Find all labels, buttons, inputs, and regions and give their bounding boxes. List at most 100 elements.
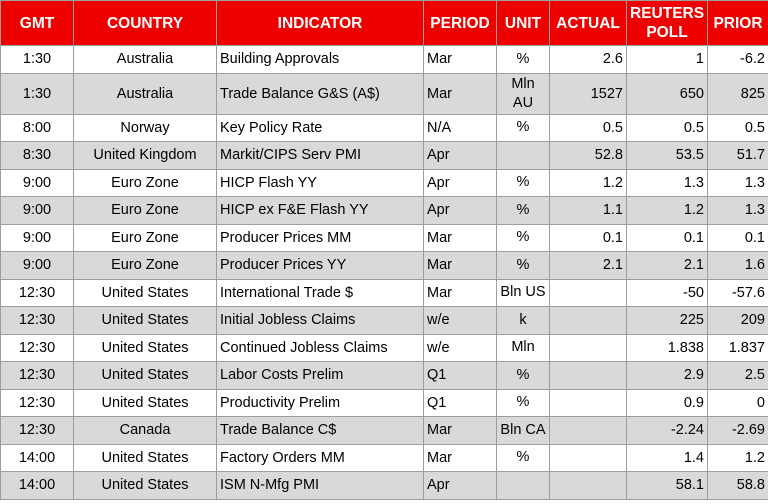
cell-unit: k: [496, 306, 550, 335]
cell-actual: 0.1: [549, 223, 627, 252]
cell-unit: Mln: [496, 333, 550, 362]
cell-country: United States: [73, 306, 217, 335]
cell-prior: 2.5: [707, 361, 768, 390]
cell-unit: %: [496, 388, 550, 417]
table-row: 1:30 Australia Building Approvals Mar% 2.6 1-…: [0, 45, 768, 74]
cell-prior: 825: [707, 72, 768, 115]
table-body: 1:30 Australia Building Approvals Mar% 2.6 1-…: [0, 45, 768, 500]
cell-indicator: ISM N-Mfg PMI: [216, 471, 424, 500]
cell-actual: [549, 306, 627, 335]
cell-period: Mar: [423, 223, 497, 252]
cell-period: w/e: [423, 333, 497, 362]
cell-reuters-poll: 0.5: [626, 113, 708, 142]
table-row: 9:00 Euro Zone Producer Prices MM Mar% 0.1 0.…: [0, 223, 768, 252]
cell-reuters-poll: 2.1: [626, 251, 708, 280]
cell-prior: -57.6: [707, 278, 768, 307]
cell-prior: 0.1: [707, 223, 768, 252]
header-indicator: INDICATOR: [216, 0, 424, 46]
cell-prior: 209: [707, 306, 768, 335]
cell-country: Norway: [73, 113, 217, 142]
cell-period: w/e: [423, 306, 497, 335]
table-row: 14:00 United States ISM N-Mfg PMI Apr 58.1 58…: [0, 471, 768, 500]
cell-indicator: Trade Balance C$: [216, 416, 424, 445]
cell-unit: %: [496, 443, 550, 472]
cell-gmt: 12:30: [0, 361, 74, 390]
cell-country: Canada: [73, 416, 217, 445]
cell-unit: %: [496, 113, 550, 142]
cell-period: Mar: [423, 416, 497, 445]
cell-reuters-poll: 0.1: [626, 223, 708, 252]
cell-gmt: 12:30: [0, 333, 74, 362]
cell-period: Mar: [423, 278, 497, 307]
cell-prior: 0: [707, 388, 768, 417]
cell-gmt: 12:30: [0, 278, 74, 307]
cell-period: Mar: [423, 72, 497, 115]
cell-reuters-poll: 1.4: [626, 443, 708, 472]
table-row: 8:00 Norway Key Policy Rate N/A% 0.5 0.5 0.5: [0, 113, 768, 142]
cell-indicator: Producer Prices YY: [216, 251, 424, 280]
cell-country: Euro Zone: [73, 168, 217, 197]
header-actual: ACTUAL: [549, 0, 627, 46]
cell-actual: [549, 471, 627, 500]
table-row: 9:00 Euro Zone HICP Flash YY Apr% 1.2 1.3 1.3: [0, 168, 768, 197]
cell-indicator: Trade Balance G&S (A$): [216, 72, 424, 115]
cell-indicator: Building Approvals: [216, 45, 424, 74]
cell-reuters-poll: 1.2: [626, 196, 708, 225]
cell-gmt: 12:30: [0, 306, 74, 335]
header-country: COUNTRY: [73, 0, 217, 46]
cell-unit: %: [496, 196, 550, 225]
cell-actual: [549, 416, 627, 445]
cell-actual: [549, 443, 627, 472]
cell-country: United States: [73, 443, 217, 472]
cell-reuters-poll: 53.5: [626, 141, 708, 170]
cell-country: Euro Zone: [73, 223, 217, 252]
header-row: GMT COUNTRY INDICATOR PERIOD UNIT ACTUAL…: [0, 0, 768, 46]
cell-prior: 1.3: [707, 168, 768, 197]
cell-reuters-poll: 1.3: [626, 168, 708, 197]
table-row: 12:30 United States Continued Jobless Clai…: [0, 333, 768, 362]
cell-country: United States: [73, 471, 217, 500]
cell-period: Apr: [423, 471, 497, 500]
cell-indicator: Markit/CIPS Serv PMI: [216, 141, 424, 170]
cell-gmt: 9:00: [0, 196, 74, 225]
cell-period: Apr: [423, 141, 497, 170]
table-row: 12:30 United States Productivity Prelim Q1%…: [0, 388, 768, 417]
cell-gmt: 8:00: [0, 113, 74, 142]
cell-indicator: International Trade $: [216, 278, 424, 307]
cell-actual: 1527: [549, 72, 627, 115]
cell-unit: %: [496, 361, 550, 390]
cell-prior: 1.2: [707, 443, 768, 472]
cell-country: Australia: [73, 72, 217, 115]
cell-prior: 58.8: [707, 471, 768, 500]
cell-gmt: 14:00: [0, 443, 74, 472]
cell-reuters-poll: 225: [626, 306, 708, 335]
cell-reuters-poll: 58.1: [626, 471, 708, 500]
cell-period: Apr: [423, 168, 497, 197]
cell-actual: [549, 388, 627, 417]
cell-actual: 1.1: [549, 196, 627, 225]
cell-period: Q1: [423, 388, 497, 417]
cell-gmt: 8:30: [0, 141, 74, 170]
cell-actual: 2.6: [549, 45, 627, 74]
cell-unit: %: [496, 168, 550, 197]
table-row: 9:00 Euro Zone HICP ex F&E Flash YY Apr% 1.1…: [0, 196, 768, 225]
cell-country: United Kingdom: [73, 141, 217, 170]
header-gmt: GMT: [0, 0, 74, 46]
cell-country: United States: [73, 333, 217, 362]
cell-indicator: Key Policy Rate: [216, 113, 424, 142]
cell-actual: [549, 361, 627, 390]
cell-reuters-poll: 2.9: [626, 361, 708, 390]
cell-unit: [496, 141, 550, 170]
cell-prior: 1.3: [707, 196, 768, 225]
header-period: PERIOD: [423, 0, 497, 46]
cell-indicator: HICP Flash YY: [216, 168, 424, 197]
cell-gmt: 1:30: [0, 72, 74, 115]
table-row: 12:30 Canada Trade Balance C$ Mar Bln CA -2.2…: [0, 416, 768, 445]
table-row: 1:30 Australia Trade Balance G&S (A$) Mar Ml…: [0, 72, 768, 115]
cell-reuters-poll: 650: [626, 72, 708, 115]
table-row: 14:00 United States Factory Orders MM Mar% 1…: [0, 443, 768, 472]
table-row: 12:30 United States Initial Jobless Claims…: [0, 306, 768, 335]
cell-actual: 1.2: [549, 168, 627, 197]
cell-gmt: 9:00: [0, 223, 74, 252]
